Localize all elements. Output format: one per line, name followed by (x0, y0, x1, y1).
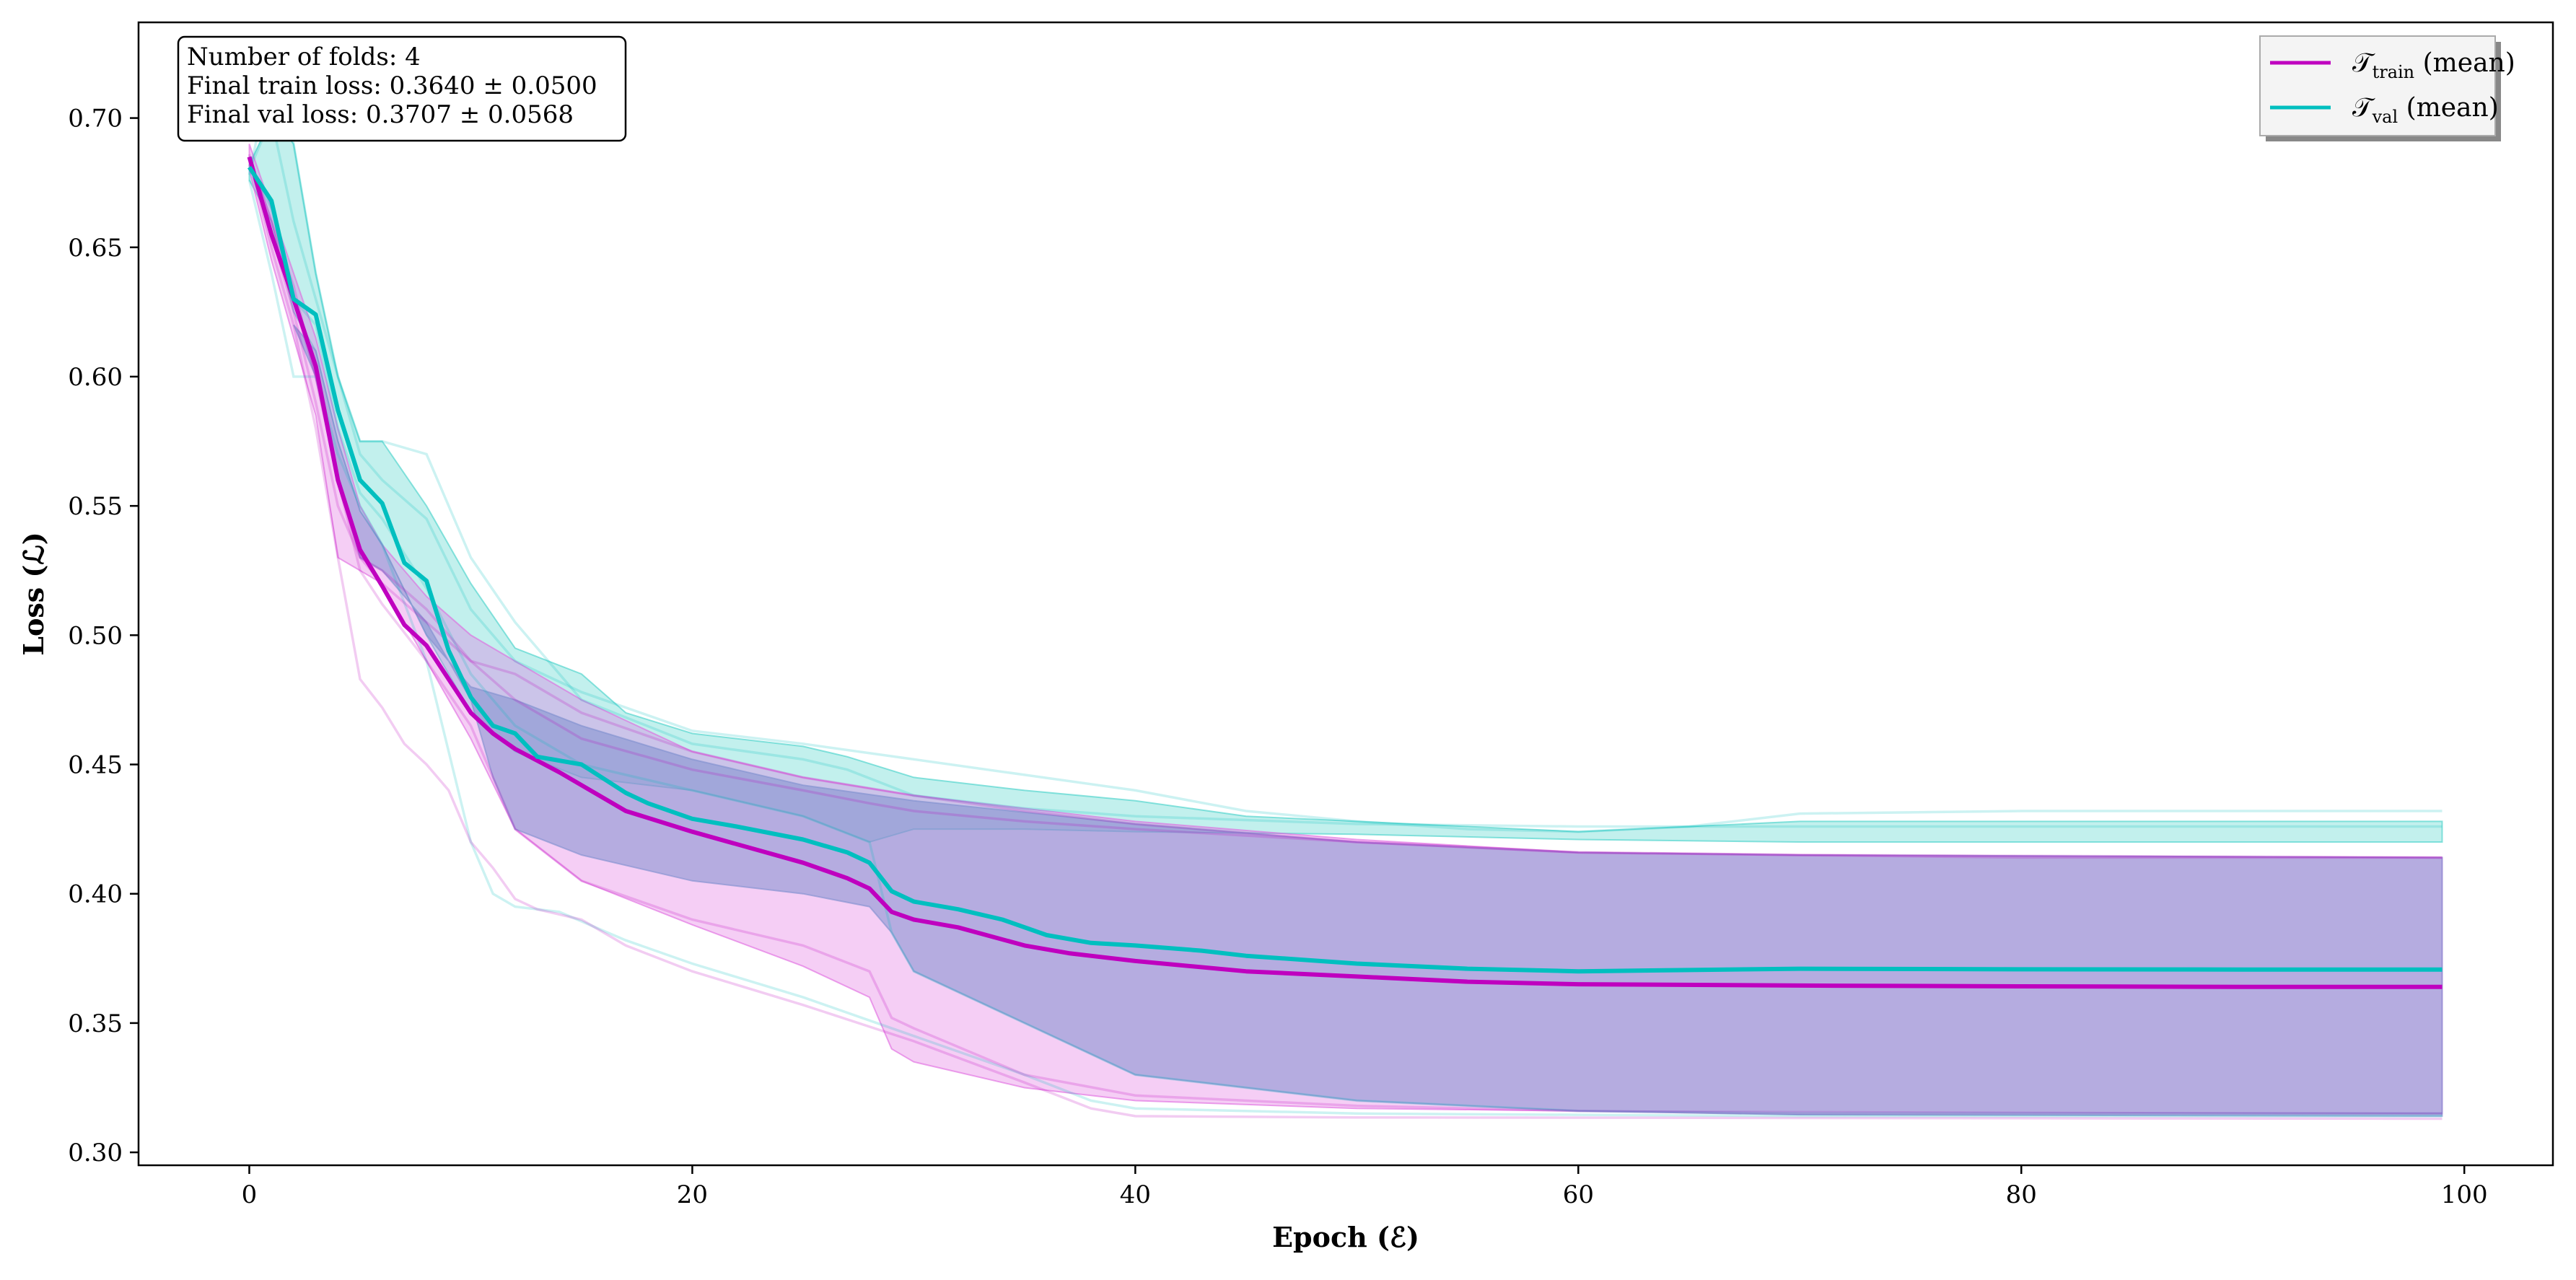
y-tick-label: 0.40 (68, 880, 123, 909)
y-tick-label: 0.50 (68, 621, 123, 650)
legend-label-val: 𝒯val (mean) (2352, 93, 2499, 127)
legend: 𝒯train (mean) 𝒯val (mean) (2259, 35, 2515, 141)
x-tick-label: 40 (1120, 1180, 1151, 1209)
legend-label-train: 𝒯train (mean) (2352, 48, 2515, 82)
x-tick-label: 80 (2006, 1180, 2037, 1209)
x-tick-label: 0 (242, 1180, 258, 1209)
val-mean-line (247, 166, 2443, 974)
x-tick-label: 60 (1563, 1180, 1594, 1209)
annotation-frame (177, 35, 627, 142)
train-fold-line-2 (247, 154, 2443, 859)
annotation-folds: Number of folds: 4 (187, 43, 421, 71)
y-tick-label: 0.70 (68, 105, 123, 133)
bands-layer (248, 116, 2443, 1117)
train-mean-line (247, 156, 2443, 989)
y-axis-label: Loss (ℒ) (17, 532, 50, 655)
y-tick-label: 0.35 (68, 1009, 123, 1038)
overlap-band-area (292, 324, 2443, 1117)
annotation-val-loss: Final val loss: 0.3707 ± 0.0568 (187, 100, 574, 129)
legend-frame (2259, 35, 2496, 136)
val-fold-line-1 (247, 66, 2443, 833)
y-tick-label: 0.30 (68, 1139, 123, 1167)
x-tick-label: 20 (677, 1180, 708, 1209)
annotation-train-loss: Final train loss: 0.3640 ± 0.0500 (187, 71, 597, 100)
val-fold-line-2 (247, 113, 2443, 828)
y-tick-label: 0.60 (68, 363, 123, 392)
y-tick-label: 0.65 (68, 234, 123, 263)
y-tick-label: 0.55 (68, 492, 123, 521)
val-fold-line-3 (247, 180, 2443, 1118)
ticks-layer: 0 20 40 60 80 100 0.30 0.35 0.40 0.45 0.50 0.55 0.60… (68, 105, 2487, 1209)
annotation-box: Number of folds: 4 Final train loss: 0.3… (177, 35, 627, 142)
x-tick-label: 100 (2441, 1180, 2488, 1209)
train-fold-line-3 (247, 159, 2443, 1121)
plot-frame (137, 21, 2554, 1167)
val-fold-line-4 (247, 164, 2443, 1115)
x-axis-label: Epoch (ℰ) (1272, 1221, 1419, 1253)
mean-lines-layer (247, 156, 2443, 989)
y-tick-label: 0.45 (68, 751, 123, 780)
